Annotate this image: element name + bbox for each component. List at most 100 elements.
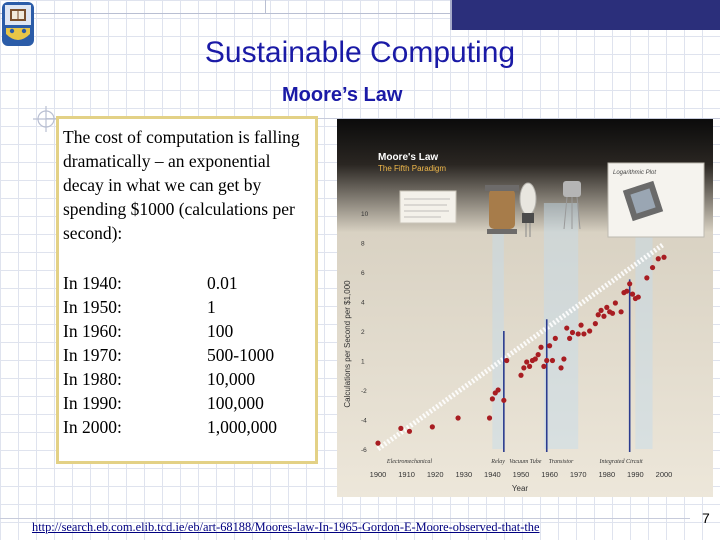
divider-line	[46, 118, 720, 119]
data-point	[489, 396, 495, 402]
data-point	[541, 363, 547, 369]
transistor-illustration	[563, 181, 581, 230]
paradigm-label: Transistor	[549, 459, 574, 465]
data-point	[518, 372, 524, 378]
data-point	[558, 365, 564, 371]
data-point	[569, 329, 576, 336]
paradigm-band	[543, 203, 579, 449]
data-point	[549, 357, 556, 364]
chart-subtitle: The Fifth Paradigm	[378, 164, 446, 173]
row-value: 100,000	[207, 393, 264, 413]
data-point	[604, 304, 610, 310]
row-year: In 1970:	[63, 345, 122, 365]
row-year: In 1950:	[63, 297, 122, 317]
row-value: 10,000	[207, 369, 256, 389]
data-point	[618, 309, 624, 315]
cost-table: In 1940: 0.01 In 1950: 1 In 1960: 100 In 19…	[63, 271, 311, 439]
y-tick-label: 1	[361, 359, 365, 366]
data-point	[661, 254, 667, 260]
trend-line-segment	[376, 241, 666, 452]
data-point	[595, 312, 601, 318]
data-point	[627, 281, 633, 287]
table-row: In 2000: 1,000,000	[63, 415, 311, 439]
data-point	[535, 352, 541, 358]
data-point	[429, 424, 435, 430]
data-point	[552, 335, 558, 341]
data-points	[375, 254, 667, 446]
row-year: In 2000:	[63, 417, 122, 437]
row-value: 1,000,000	[207, 417, 277, 437]
top-rule	[0, 0, 450, 14]
data-point	[455, 415, 461, 421]
data-point	[629, 291, 636, 297]
row-year: In 1990:	[63, 393, 122, 413]
x-tick-label: 1950	[513, 470, 530, 479]
paradigm-band	[492, 203, 504, 449]
chart-title: Moore's Law	[378, 152, 438, 163]
x-axis-label: Year	[512, 484, 529, 493]
data-point	[581, 331, 587, 337]
paradigm-label: Electromechanical	[386, 459, 432, 465]
row-year: In 1960:	[63, 321, 122, 341]
data-point	[521, 365, 527, 371]
table-row: In 1970: 500-1000	[63, 343, 311, 367]
data-point	[575, 331, 581, 337]
page-number: 7	[702, 510, 710, 526]
paradigm-band	[635, 203, 653, 449]
row-value: 500-1000	[207, 345, 275, 365]
data-point	[375, 440, 381, 446]
relay-illustration	[485, 185, 519, 234]
table-row: In 1940: 0.01	[63, 271, 311, 295]
table-row: In 1980: 10,000	[63, 367, 311, 391]
x-tick-label: 1910	[398, 470, 415, 479]
data-point	[649, 264, 656, 271]
decorative-rule	[265, 0, 266, 14]
x-tick-label: 1940	[484, 470, 501, 479]
cost-text-box: The cost of computation is falling drama…	[56, 116, 318, 464]
data-point	[495, 387, 501, 393]
header-band	[450, 0, 720, 30]
data-point	[486, 415, 493, 421]
crosshair-icon	[33, 106, 59, 132]
vacuum-tube-illustration	[519, 182, 537, 237]
data-point	[567, 335, 573, 341]
y-tick-label: -6	[361, 447, 367, 454]
data-point	[578, 322, 584, 328]
y-tick-label: 2	[361, 329, 365, 336]
source-link[interactable]: http://search.eb.com.elib.tcd.ie/eb/art-…	[32, 520, 540, 534]
y-tick-label: 6	[361, 270, 365, 277]
data-point	[635, 294, 641, 300]
data-point	[524, 359, 530, 365]
table-row: In 1990: 100,000	[63, 391, 311, 415]
data-point	[612, 300, 618, 306]
footer-rule	[0, 518, 690, 519]
slide-subtitle: Moore’s Law	[282, 84, 403, 106]
data-point	[601, 313, 607, 319]
x-tick-label: 1970	[570, 470, 587, 479]
data-point	[501, 397, 507, 403]
x-tick-label: 1900	[370, 470, 387, 479]
data-point	[561, 356, 567, 362]
data-point	[398, 425, 404, 431]
paradigm-label: Integrated Circuit	[598, 459, 643, 465]
data-point	[532, 356, 538, 362]
data-point	[547, 343, 553, 349]
document-illustration	[399, 190, 457, 224]
chip-illustration: Logarithmic Plot	[607, 162, 705, 238]
data-point	[592, 321, 598, 327]
y-tick-label: 8	[361, 241, 365, 248]
y-tick-label: 10	[361, 211, 369, 218]
x-tick-label: 1990	[627, 470, 644, 479]
x-tick-label: 1930	[455, 470, 472, 479]
slide-title: Sustainable Computing	[204, 36, 516, 69]
log-plot-label: Logarithmic Plot	[613, 170, 656, 176]
chart-svg: Moore's Law The Fifth Paradigm Logarithm…	[337, 119, 713, 497]
table-row: In 1960: 100	[63, 319, 311, 343]
trend-line	[376, 241, 666, 452]
y-axis-label: Calculations per Second per $1,000	[343, 280, 352, 408]
paradigm-bands	[492, 203, 653, 449]
row-year: In 1940:	[63, 273, 122, 293]
data-point	[655, 256, 661, 262]
row-year: In 1980:	[63, 369, 122, 389]
data-point	[609, 310, 616, 316]
